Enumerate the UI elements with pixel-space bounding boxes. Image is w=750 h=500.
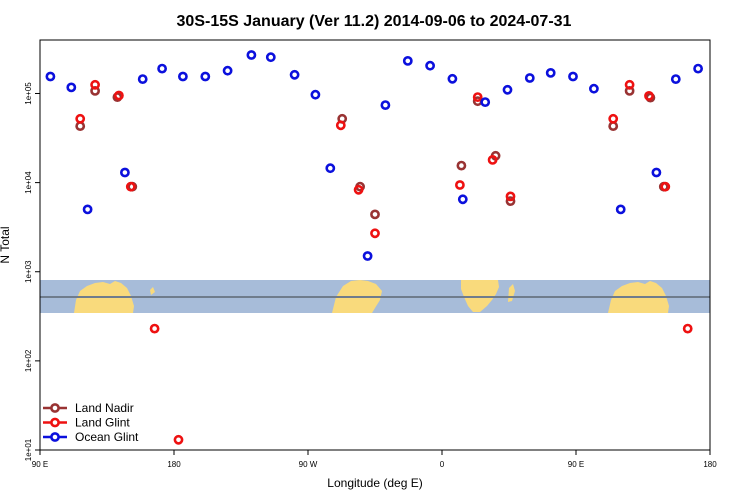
legend-marker-land-glint bbox=[50, 417, 60, 428]
point-ocean-glint-17 bbox=[425, 60, 435, 71]
point-land-glint-11 bbox=[487, 154, 498, 165]
plot-frame bbox=[39, 39, 711, 451]
point-land-glint-16 bbox=[660, 181, 671, 192]
legend-marker-ocean-glint bbox=[50, 432, 60, 442]
legend-label-land-glint: Land Glint bbox=[75, 416, 130, 430]
point-ocean-glint-7 bbox=[200, 71, 211, 82]
x-tick-label-5: 180 bbox=[703, 460, 717, 469]
point-land-glint-15 bbox=[644, 91, 654, 101]
point-ocean-glint-19 bbox=[457, 194, 468, 205]
point-ocean-glint-15 bbox=[380, 100, 391, 110]
point-ocean-glint-20 bbox=[480, 97, 491, 107]
data-points bbox=[45, 50, 703, 445]
point-land-glint-1 bbox=[90, 79, 100, 90]
world-map-band bbox=[40, 280, 710, 313]
point-land-nadir-10 bbox=[505, 196, 516, 206]
point-ocean-glint-27 bbox=[651, 167, 662, 178]
point-land-glint-12 bbox=[505, 191, 516, 202]
legend-label-land-nadir: Land Nadir bbox=[75, 401, 134, 415]
map-land-new-zealand bbox=[150, 287, 155, 295]
point-land-nadir-6 bbox=[370, 209, 380, 220]
y-tick-label-0: 1e+01 bbox=[24, 438, 33, 461]
point-land-glint-9 bbox=[454, 180, 465, 190]
series-land-glint bbox=[75, 79, 693, 445]
point-ocean-glint-4 bbox=[137, 74, 148, 84]
x-tick-label-0: 90 E bbox=[32, 460, 48, 469]
point-ocean-glint-22 bbox=[524, 73, 535, 83]
point-ocean-glint-2 bbox=[82, 204, 93, 215]
y-tick-label-1: 1e+02 bbox=[24, 349, 33, 372]
point-ocean-glint-29 bbox=[693, 63, 703, 74]
point-land-glint-2 bbox=[114, 90, 124, 101]
point-ocean-glint-16 bbox=[402, 56, 413, 66]
point-ocean-glint-9 bbox=[246, 50, 257, 60]
point-land-glint-13 bbox=[608, 113, 619, 124]
point-land-glint-8 bbox=[370, 228, 380, 239]
series-land-nadir bbox=[75, 86, 669, 220]
x-tick-label-4: 90 E bbox=[568, 460, 584, 469]
point-land-glint-14 bbox=[624, 79, 635, 90]
point-ocean-glint-10 bbox=[265, 52, 276, 63]
point-land-glint-10 bbox=[472, 92, 483, 102]
point-land-glint-17 bbox=[682, 323, 693, 334]
x-axis-label: Longitude (deg E) bbox=[327, 476, 422, 490]
y-axis: 1e+01 1e+02 1e+03 1e+04 1e+05 bbox=[24, 82, 40, 461]
legend-label-ocean-glint: Ocean Glint bbox=[75, 430, 139, 444]
point-land-glint-7 bbox=[353, 184, 364, 195]
point-ocean-glint-23 bbox=[545, 68, 556, 78]
point-ocean-glint-28 bbox=[670, 74, 681, 84]
y-tick-label-2: 1e+03 bbox=[24, 260, 33, 283]
point-land-glint-3 bbox=[125, 181, 136, 192]
series-ocean-glint bbox=[45, 50, 703, 261]
x-tick-label-3: 0 bbox=[440, 460, 445, 469]
x-axis: 90 E 180 90 W 0 90 E 180 bbox=[32, 450, 717, 469]
point-ocean-glint-24 bbox=[568, 71, 578, 82]
point-ocean-glint-8 bbox=[222, 65, 233, 76]
point-land-glint-5 bbox=[173, 434, 184, 445]
point-ocean-glint-3 bbox=[120, 167, 130, 178]
point-ocean-glint-21 bbox=[502, 84, 513, 95]
point-ocean-glint-11 bbox=[289, 69, 300, 80]
point-ocean-glint-6 bbox=[177, 71, 188, 82]
chart-title: 30S-15S January (Ver 11.2) 2014-09-06 to… bbox=[177, 13, 572, 30]
point-ocean-glint-1 bbox=[66, 82, 77, 93]
point-ocean-glint-14 bbox=[362, 251, 373, 261]
point-ocean-glint-13 bbox=[325, 163, 336, 174]
y-tick-label-4: 1e+05 bbox=[24, 82, 33, 105]
point-ocean-glint-25 bbox=[589, 83, 599, 94]
legend-marker-land-nadir bbox=[50, 403, 60, 413]
point-land-glint-4 bbox=[149, 323, 160, 334]
point-ocean-glint-18 bbox=[447, 73, 458, 84]
x-tick-label-2: 90 W bbox=[299, 460, 318, 469]
x-tick-label-1: 180 bbox=[167, 460, 181, 469]
point-land-glint-0 bbox=[75, 113, 86, 124]
point-land-glint-6 bbox=[335, 120, 346, 131]
point-ocean-glint-0 bbox=[45, 71, 56, 82]
point-ocean-glint-5 bbox=[157, 63, 167, 74]
y-axis-label: N Total bbox=[0, 226, 12, 263]
y-tick-label-3: 1e+04 bbox=[24, 171, 33, 194]
point-land-nadir-7 bbox=[456, 160, 467, 171]
point-ocean-glint-12 bbox=[310, 89, 321, 100]
point-ocean-glint-26 bbox=[615, 204, 626, 215]
